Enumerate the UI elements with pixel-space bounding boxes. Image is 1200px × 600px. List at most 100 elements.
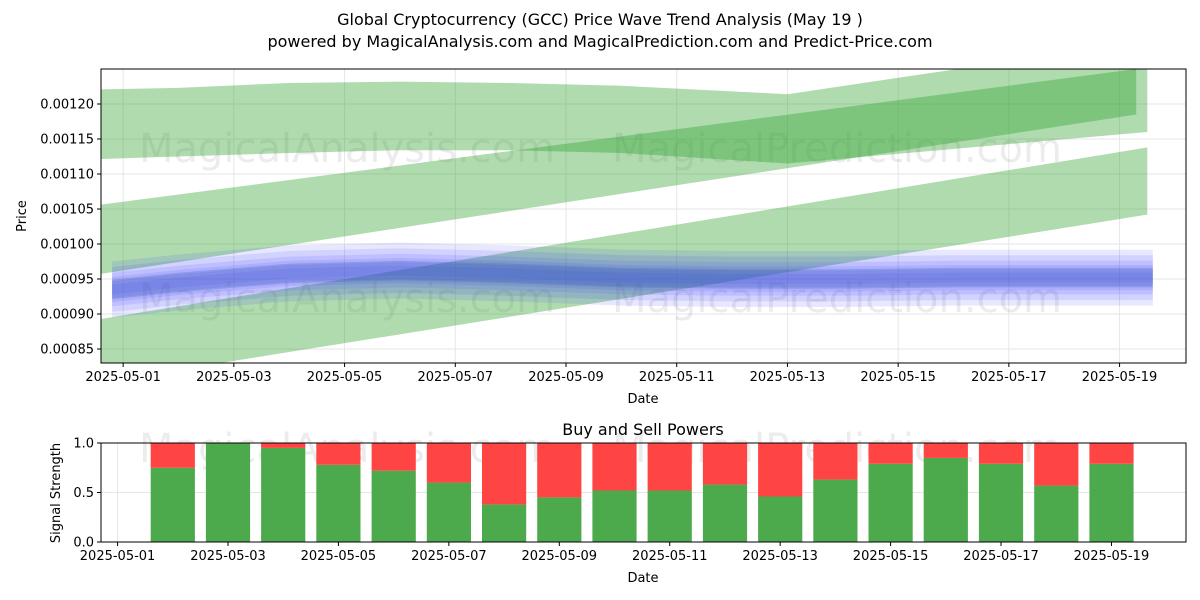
sell-bar <box>868 443 913 464</box>
price-y-tick-label: 0.00100 <box>40 238 94 253</box>
price-watermarks: MagicalAnalysis.com MagicalPrediction.co… <box>139 126 1062 322</box>
price-plot-border <box>100 68 1187 364</box>
buy-bar <box>482 504 527 542</box>
buy-bar <box>426 482 471 542</box>
buy-bar <box>261 447 306 542</box>
buy-bar <box>758 496 803 542</box>
signal-x-tick-label: 2025-05-11 <box>632 549 708 564</box>
sell-bar <box>978 443 1024 464</box>
watermark-top-left: MagicalAnalysis.com <box>139 126 555 172</box>
price-y-tick-label: 0.00095 <box>40 273 94 288</box>
signal-x-tick-label: 2025-05-07 <box>411 549 487 564</box>
sell-bar <box>150 443 195 468</box>
watermark-mid-left: MagicalAnalysis.com <box>139 276 555 322</box>
buy-bar <box>978 463 1024 542</box>
sell-bar <box>923 443 968 458</box>
buy-bar <box>813 479 858 542</box>
price-y-tick-label: 0.00120 <box>40 98 94 113</box>
price-band-blue-layer <box>112 253 1153 307</box>
price-grid <box>101 69 1186 363</box>
buy-bar <box>592 490 637 542</box>
signal-x-tick-label: 2025-05-03 <box>190 549 266 564</box>
signal-x-tick-label: 2025-05-13 <box>742 549 818 564</box>
price-y-tick-label: 0.00115 <box>40 133 94 148</box>
price-y-ticks: 0.00085 0.00090 0.00095 0.00100 0.00105 0.001… <box>40 98 101 358</box>
sell-bar <box>1089 443 1134 464</box>
signal-x-tick-label: 2025-05-05 <box>301 549 377 564</box>
price-x-tick-label: 2025-05-13 <box>750 370 826 385</box>
signal-x-ticks: 2025-05-01 2025-05-03 2025-05-05 2025-05-07… <box>80 542 1149 564</box>
signal-y-tick-label: 0.0 <box>73 536 94 551</box>
price-band-blue-layer <box>112 258 1153 303</box>
buy-bar <box>923 457 968 542</box>
signal-x-tick-label: 2025-05-09 <box>522 549 598 564</box>
buy-bar <box>537 497 582 542</box>
price-band-blue-layer <box>112 262 1153 298</box>
signal-y-tick-label: 0.5 <box>73 486 94 501</box>
buy-bar <box>1089 463 1134 542</box>
price-y-tick-label: 0.00085 <box>40 343 94 358</box>
sell-bar <box>592 443 637 491</box>
signal-x-tick-label: 2025-05-17 <box>963 549 1039 564</box>
price-x-tick-label: 2025-05-05 <box>307 370 383 385</box>
price-x-tick-label: 2025-05-19 <box>1082 370 1158 385</box>
buy-bar <box>150 467 195 543</box>
price-x-tick-label: 2025-05-15 <box>860 370 936 385</box>
price-band-wave-top-rise <box>787 69 1148 164</box>
price-y-label: Price <box>15 200 30 232</box>
signal-y-label: Signal Strength <box>49 443 64 543</box>
signal-x-label: Date <box>627 571 658 586</box>
price-x-ticks: 2025-05-01 2025-05-03 2025-05-05 2025-05-07… <box>85 363 1157 385</box>
buy-bar <box>316 464 361 542</box>
signal-title: Buy and Sell Powers <box>562 420 724 439</box>
price-x-tick-label: 2025-05-11 <box>639 370 715 385</box>
price-y-tick-label: 0.00090 <box>40 308 94 323</box>
price-x-label: Date <box>627 392 658 407</box>
price-band-blue-layer <box>112 265 1153 295</box>
price-x-tick-label: 2025-05-03 <box>196 370 272 385</box>
buy-bar <box>371 470 416 542</box>
price-band-blue-layer <box>112 242 1153 318</box>
price-plot: MagicalAnalysis.com MagicalPrediction.co… <box>15 68 1187 407</box>
sell-bar <box>813 443 858 480</box>
sell-bar <box>537 443 582 498</box>
price-band-blue-layer <box>112 248 1153 312</box>
price-band-wave-low-rise <box>101 147 1148 363</box>
sell-bar <box>702 443 748 485</box>
watermark-top-right: MagicalPrediction.com <box>612 126 1062 172</box>
price-x-tick-label: 2025-05-07 <box>418 370 494 385</box>
price-band-blue-core <box>112 260 1153 300</box>
watermark-mid-right: MagicalPrediction.com <box>612 276 1062 322</box>
signal-x-tick-label: 2025-05-19 <box>1074 549 1150 564</box>
price-y-tick-label: 0.00110 <box>40 168 94 183</box>
buy-bar <box>647 490 692 542</box>
buy-bar <box>702 484 748 542</box>
price-x-tick-label: 2025-05-01 <box>85 370 161 385</box>
chart-subtitle: powered by MagicalAnalysis.com and Magic… <box>267 32 932 51</box>
buy-bar <box>205 443 251 542</box>
sell-bar <box>482 443 527 505</box>
sell-bar <box>261 443 306 448</box>
price-x-tick-label: 2025-05-09 <box>528 370 604 385</box>
price-y-tick-label: 0.00105 <box>40 203 94 218</box>
signal-plot: Buy and Sell Powers MagicalAnalysis.com … <box>49 420 1187 586</box>
chart-title: Global Cryptocurrency (GCC) Price Wave T… <box>337 10 863 29</box>
price-band-wave-mid-rise <box>101 69 1137 274</box>
sell-bar <box>647 443 692 491</box>
sell-bar <box>316 443 361 465</box>
price-band-wave-top-arc <box>101 81 788 164</box>
sell-bar <box>371 443 416 471</box>
sell-bar <box>426 443 471 483</box>
sell-bar <box>758 443 803 497</box>
buy-bar <box>868 463 913 542</box>
signal-y-tick-label: 1.0 <box>73 437 94 452</box>
price-x-tick-label: 2025-05-17 <box>971 370 1047 385</box>
signal-bars <box>150 443 1134 543</box>
buy-bar <box>1034 485 1079 542</box>
signal-x-tick-label: 2025-05-15 <box>853 549 929 564</box>
signal-x-tick-label: 2025-05-01 <box>80 549 156 564</box>
price-bands <box>101 69 1153 363</box>
signal-y-ticks: 0.0 0.5 1.0 <box>73 437 101 551</box>
sell-bar <box>1034 443 1079 486</box>
